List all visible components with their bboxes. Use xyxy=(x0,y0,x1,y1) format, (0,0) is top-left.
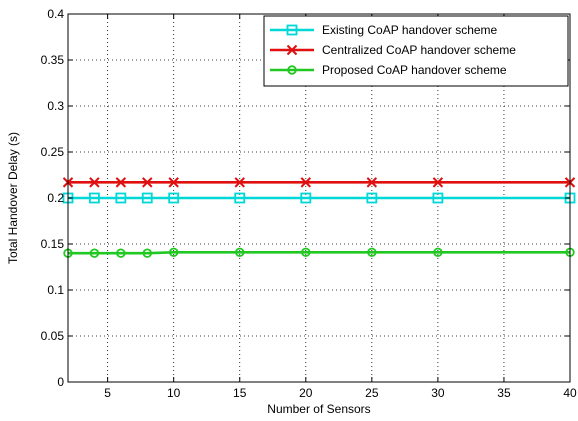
x-tick-label: 30 xyxy=(431,386,445,400)
legend-label: Proposed CoAP handover scheme xyxy=(322,63,507,77)
data-point xyxy=(235,247,245,257)
y-tick-label: 0.4 xyxy=(47,7,64,21)
data-point xyxy=(433,247,443,257)
series-layer xyxy=(62,177,576,258)
legend-box xyxy=(263,15,569,87)
data-point xyxy=(89,248,100,258)
y-axis-label: Total Handover Delay (s) xyxy=(6,132,20,264)
series-0 xyxy=(62,192,576,204)
data-point xyxy=(142,248,152,258)
legend: Existing CoAP handover scheme Centralized… xyxy=(263,15,569,87)
x-tick-label: 15 xyxy=(233,386,247,400)
x-tick-label: 25 xyxy=(365,386,379,400)
data-point xyxy=(366,192,378,204)
data-point xyxy=(142,177,153,188)
x-tick-label: 5 xyxy=(104,386,111,400)
data-point xyxy=(141,192,153,204)
data-point xyxy=(366,177,378,188)
legend-item: Existing CoAP handover scheme xyxy=(270,23,498,37)
x-axis-label: Number of Sensors xyxy=(267,402,370,416)
data-point xyxy=(168,247,179,257)
data-point xyxy=(234,177,245,188)
y-tick-label: 0.15 xyxy=(41,237,65,251)
y-tick-label: 0.2 xyxy=(47,191,64,205)
data-point xyxy=(116,248,126,258)
legend-label: Existing CoAP handover scheme xyxy=(322,23,498,37)
series-2 xyxy=(63,247,575,258)
data-point xyxy=(367,247,377,257)
data-point xyxy=(234,192,246,204)
data-point xyxy=(115,177,127,188)
data-point xyxy=(300,192,312,204)
data-point xyxy=(432,177,444,188)
y-tick-label: 0.35 xyxy=(41,53,65,67)
x-tick-label: 40 xyxy=(563,386,577,400)
data-point xyxy=(168,177,179,188)
data-point xyxy=(301,247,311,257)
x-tick-label: 35 xyxy=(497,386,511,400)
legend-marker xyxy=(286,44,298,56)
x-tick-label: 20 xyxy=(299,386,313,400)
legend-item: Proposed CoAP handover scheme xyxy=(270,63,507,77)
y-tick-label: 0.3 xyxy=(47,99,64,113)
legend-marker xyxy=(286,24,298,36)
data-point xyxy=(89,192,100,204)
y-tick-label: 0.1 xyxy=(47,283,64,297)
x-tick-label: 10 xyxy=(167,386,181,400)
y-tick-label: 0.25 xyxy=(41,145,65,159)
ticks: 5 10 15 20 25 30 35 40 0 0.05 0.1 0.15 0.2 0.25 0.3 0.3… xyxy=(41,7,577,400)
series-1 xyxy=(62,177,576,188)
data-point xyxy=(432,192,444,204)
y-tick-label: 0 xyxy=(57,375,64,389)
legend-item: Centralized CoAP handover scheme xyxy=(270,43,516,57)
y-tick-label: 0.05 xyxy=(41,329,65,343)
legend-marker xyxy=(287,65,297,75)
data-point xyxy=(115,192,127,204)
legend-label: Centralized CoAP handover scheme xyxy=(322,43,516,57)
data-point xyxy=(168,192,180,204)
data-point xyxy=(300,177,311,188)
data-point xyxy=(89,177,100,188)
series-line xyxy=(68,250,570,255)
